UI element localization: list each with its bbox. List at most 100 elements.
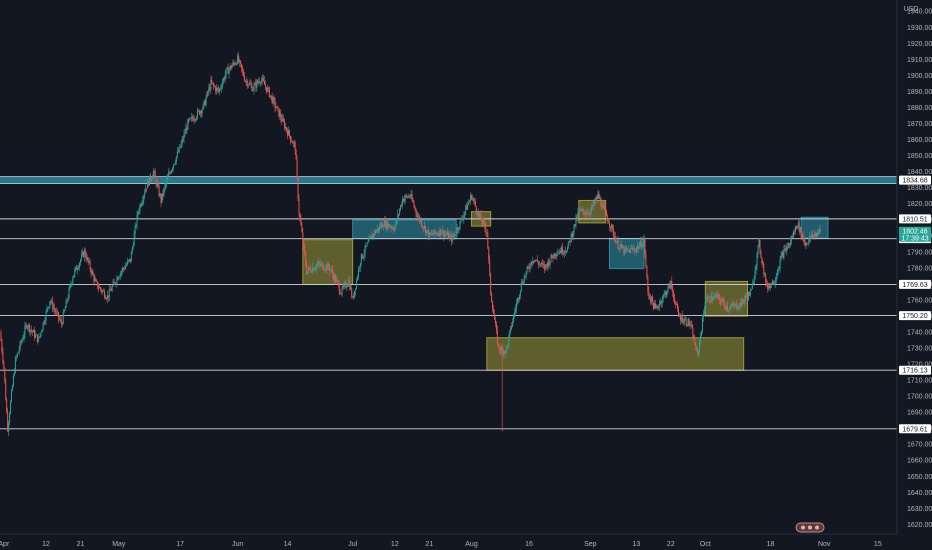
price-tick-label: 1670.00 [907, 442, 932, 449]
candle-body [40, 332, 42, 334]
level-tag-text: 1769.63 [902, 282, 927, 289]
candle-body [462, 219, 464, 220]
candle-body [799, 226, 801, 232]
candle-body [724, 302, 725, 307]
candle-body [17, 351, 19, 354]
candle-body [144, 192, 146, 196]
candle-body [386, 220, 388, 229]
candle-body [106, 295, 108, 299]
candle-body [29, 324, 31, 332]
candle-body [716, 294, 718, 298]
replay-controls[interactable] [795, 522, 825, 533]
candle-body [668, 283, 670, 287]
price-axis[interactable]: 1620.00 1630.00 1640.00 1650.00 1660.00 1670.… [896, 0, 932, 534]
candle-body [627, 248, 629, 251]
price-tick-label: 1690.00 [907, 410, 932, 417]
candle-body [774, 281, 776, 284]
candle-body [721, 301, 723, 304]
candle-body [263, 78, 265, 81]
candle-body [269, 95, 271, 97]
candle-body [400, 205, 402, 210]
candle-body [314, 268, 316, 270]
candle-body [5, 381, 7, 400]
candle-body [525, 271, 527, 277]
candle-body [631, 248, 633, 249]
candle-body [27, 327, 29, 329]
candle-body [391, 227, 393, 228]
candle-body [517, 298, 518, 304]
candle-body [221, 82, 223, 88]
candle-body [615, 241, 617, 243]
candle-body [523, 276, 525, 284]
candle-body [747, 297, 748, 300]
candle-body [804, 241, 806, 246]
candle-body [345, 282, 347, 288]
candle-body [690, 324, 692, 326]
candle-body [585, 213, 587, 215]
candle-body [743, 301, 745, 303]
candle-body [92, 271, 94, 275]
candle-body [465, 205, 467, 212]
price-tick-label: 1660.00 [907, 458, 932, 465]
candle-body [700, 335, 702, 342]
candle-body [686, 324, 688, 326]
candle-body [33, 330, 35, 333]
candle-body [413, 202, 415, 207]
candle-body [91, 271, 93, 274]
candle-body [383, 220, 385, 227]
candle-body [58, 318, 60, 320]
candle-body [189, 118, 191, 121]
candle-body [129, 258, 131, 262]
candle-body [261, 80, 263, 83]
candle-body [358, 267, 360, 269]
candle-body [318, 261, 320, 264]
candle-body [661, 299, 663, 304]
candle-body [360, 254, 362, 264]
candle-body [441, 233, 443, 235]
candle-body [308, 267, 310, 271]
candle-body [595, 197, 597, 201]
candle-body [307, 270, 309, 274]
candle-body [546, 264, 548, 268]
candle-body [161, 193, 163, 203]
candle-body [108, 288, 110, 298]
candle-body [673, 292, 675, 299]
price-tick-label: 1910.00 [907, 57, 932, 64]
candle-body [320, 263, 322, 266]
candle-body [694, 337, 696, 345]
candle-body [103, 290, 104, 292]
candle-body [768, 286, 770, 289]
candle-body [96, 280, 98, 282]
time-axis[interactable]: Apr 12 21 May 17 Jun 14 Jul 12 21 Aug 16 Sep 13 22 Oct 1… [0, 533, 897, 548]
candle-body [270, 95, 272, 97]
candle-body [13, 372, 15, 376]
candle-body [463, 215, 465, 220]
candle-body [322, 263, 324, 270]
time-tick-label: 17 [176, 541, 184, 548]
candle-body [315, 265, 317, 269]
candle-body [556, 254, 558, 256]
candle-body [2, 351, 4, 362]
candle-body [223, 78, 225, 80]
candle-body [369, 237, 371, 238]
candle-body [397, 214, 399, 221]
candle-body [602, 204, 604, 209]
horizontal-levels [0, 176, 897, 430]
candle-body [693, 337, 695, 339]
candle-body [522, 283, 524, 285]
candle-body [66, 300, 68, 301]
candle-body [38, 336, 40, 338]
candle-body [479, 214, 481, 216]
candle-body [669, 283, 671, 289]
candle-body [792, 236, 794, 238]
candle-body [375, 230, 377, 234]
candle-body [744, 299, 746, 303]
candle-body [125, 266, 127, 269]
candle-body [622, 247, 624, 249]
candle-body [130, 251, 132, 262]
price-tick-label: 1710.00 [907, 378, 932, 385]
candle-body [34, 330, 35, 338]
candle-body [417, 216, 419, 218]
candle-body [776, 273, 778, 277]
